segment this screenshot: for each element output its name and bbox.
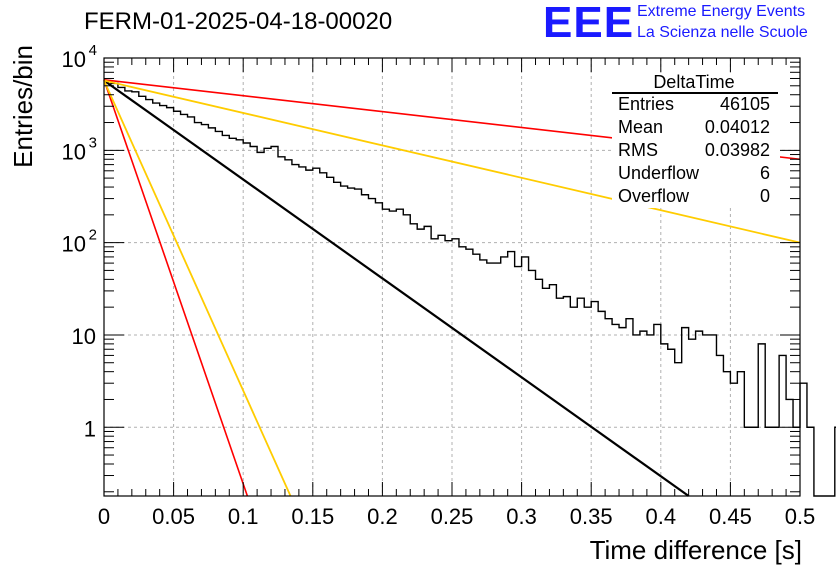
y-tick-exponent: 4 bbox=[89, 42, 97, 59]
stats-box-name: DeltaTime bbox=[653, 72, 734, 92]
y-tick-label: 10 bbox=[62, 139, 86, 164]
stats-row-value: 46105 bbox=[720, 94, 770, 114]
x-tick-label: 0.25 bbox=[431, 504, 474, 529]
eee-logo: EEE bbox=[543, 0, 635, 47]
y-tick-label: 10 bbox=[72, 324, 96, 349]
fit-curve-3 bbox=[103, 79, 249, 497]
x-tick-label: 0.3 bbox=[506, 504, 537, 529]
y-tick-label: 1 bbox=[84, 416, 96, 441]
x-tick-label: 0.5 bbox=[785, 504, 816, 529]
x-tick-label: 0.45 bbox=[709, 504, 752, 529]
axis-ticks bbox=[103, 57, 801, 496]
stats-row-value: 6 bbox=[760, 163, 770, 183]
stats-row-value: 0.04012 bbox=[705, 117, 770, 137]
fit-curve-4 bbox=[103, 80, 292, 497]
x-tick-label: 0.05 bbox=[152, 504, 195, 529]
stats-row-label: Overflow bbox=[618, 186, 690, 206]
x-axis-label: Time difference [s] bbox=[590, 535, 802, 565]
x-tick-label: 0 bbox=[98, 504, 110, 529]
stats-box-background bbox=[612, 76, 780, 208]
x-tick-label: 0.1 bbox=[228, 504, 259, 529]
axis-tick-labels: 0 0.05 0.1 0.15 0.2 0.25 0.3 0.35 0.4 0.45 0.5 1 10 1… bbox=[62, 42, 816, 529]
stats-row-label: Entries bbox=[618, 94, 674, 114]
histogram-outline bbox=[104, 80, 836, 497]
x-tick-label: 0.4 bbox=[646, 504, 677, 529]
x-tick-label: 0.15 bbox=[291, 504, 334, 529]
y-tick-exponent: 2 bbox=[89, 227, 97, 244]
fit-curve-2 bbox=[103, 79, 801, 244]
stats-row-value: 0.03982 bbox=[705, 140, 770, 160]
stats-row-label: Underflow bbox=[618, 163, 700, 183]
chart-grid bbox=[104, 58, 800, 496]
chart-title: FERM-01-2025-04-18-00020 bbox=[84, 8, 393, 35]
x-tick-label: 0.2 bbox=[367, 504, 398, 529]
eee-logo-line1: Extreme Energy Events bbox=[637, 3, 806, 20]
stats-row-value: 0 bbox=[760, 186, 770, 206]
eee-logo-line2: La Scienza nelle Scuole bbox=[637, 24, 808, 41]
y-axis-label: Entries/bin bbox=[8, 45, 38, 168]
y-tick-exponent: 3 bbox=[89, 134, 97, 151]
stats-row-label: Mean bbox=[618, 117, 663, 137]
x-tick-label: 0.35 bbox=[570, 504, 613, 529]
stats-box: DeltaTime Entries 46105 Mean 0.04012 RMS… bbox=[612, 72, 780, 208]
histogram-layer bbox=[104, 80, 836, 497]
y-tick-label: 10 bbox=[62, 232, 86, 257]
fit-curve-0 bbox=[103, 79, 690, 497]
y-tick-label: 10 bbox=[62, 47, 86, 72]
stats-row-label: RMS bbox=[618, 140, 658, 160]
